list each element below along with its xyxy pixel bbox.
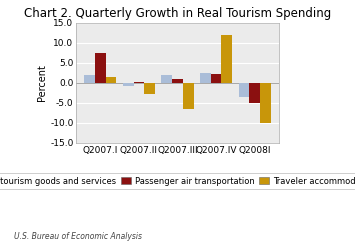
Bar — [260, 83, 271, 123]
Bar — [133, 82, 144, 83]
Text: U.S. Bureau of Economic Analysis: U.S. Bureau of Economic Analysis — [14, 232, 142, 241]
Legend: All tourism goods and services, Passenger air transportation, Traveler accommoda: All tourism goods and services, Passenge… — [0, 173, 355, 189]
Bar — [222, 35, 232, 83]
Bar — [95, 53, 106, 83]
Bar — [172, 79, 183, 83]
Bar — [200, 73, 211, 83]
Bar — [211, 74, 222, 83]
Bar — [239, 83, 249, 97]
Bar — [123, 83, 133, 86]
Bar — [249, 83, 260, 103]
Title: Chart 2. Quarterly Growth in Real Tourism Spending: Chart 2. Quarterly Growth in Real Touris… — [24, 7, 331, 20]
Bar — [144, 83, 155, 94]
Y-axis label: Percent: Percent — [37, 64, 47, 101]
Bar — [162, 75, 172, 83]
Bar — [106, 77, 116, 83]
Bar — [183, 83, 193, 109]
Bar — [84, 75, 95, 83]
